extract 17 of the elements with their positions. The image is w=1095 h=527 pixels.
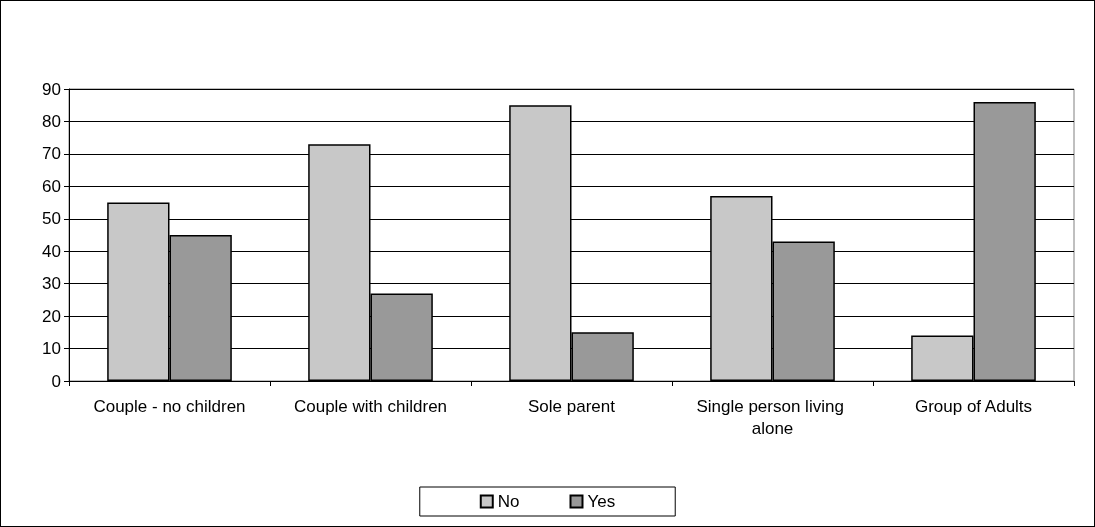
y-tick-label: 80 [42,111,61,131]
legend-label: No [497,492,520,511]
y-tick-label: 10 [42,339,61,359]
legend-label: Yes [587,492,616,511]
x-tick-label: Sole parent [528,396,616,416]
y-tick-label: 30 [42,274,61,294]
x-tick-label: Couple with children [293,396,448,416]
y-tick-label: 60 [42,176,61,196]
x-tick-label: Single person living alone [696,396,849,438]
y-tick-label: 0 [51,371,61,391]
y-tick-label: 90 [42,79,61,99]
y-tick-label: 40 [42,241,61,261]
y-tick-label: 20 [42,306,61,326]
y-tick-label: 70 [42,144,61,164]
x-tick-label: Group of Adults [914,396,1033,416]
y-tick-label: 50 [42,209,61,229]
x-tick-label: Couple - no children [93,396,246,416]
